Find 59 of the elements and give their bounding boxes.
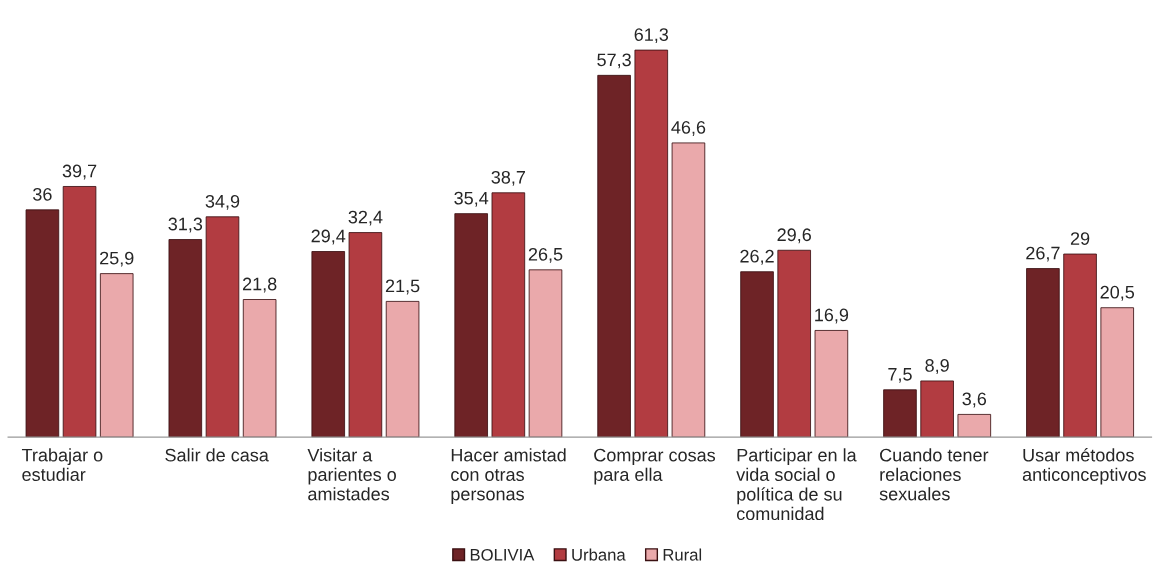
bar [99,273,134,438]
x-tick-label: Comprar cosas para ella [594,448,716,485]
data-label: 61,3 [634,28,669,44]
bar [1026,268,1060,438]
bar [920,380,954,438]
x-tick-label: Hacer amistad con otras personas [451,448,566,504]
data-label: 8,9 [925,359,949,374]
x-tick-label: Cuando tener relaciones sexuales [879,448,989,501]
bar [385,300,420,438]
data-label: 21,5 [385,279,420,295]
data-label: 46,6 [671,121,706,136]
data-label: 31,3 [168,217,203,233]
bar [311,251,346,438]
data-label: 7,5 [888,368,912,383]
bar [25,209,60,438]
bar [168,239,203,438]
data-label: 26,5 [528,247,563,263]
data-label: 21,8 [242,277,277,293]
data-label: 29 [1070,232,1090,245]
bar [777,249,811,438]
bar [814,330,849,438]
legend-label: Rural [663,548,702,561]
data-label: 3,6 [962,392,987,408]
legend-label: BOLIVIA [470,548,535,561]
data-label: 34,9 [205,194,240,210]
x-tick-label: Salir de casa [165,448,269,462]
bar [62,186,97,438]
x-tick-label: Participar en la vida social o política de su comunidad [736,448,857,521]
data-label: 35,4 [454,191,489,207]
bar [491,192,526,438]
bar [205,216,240,438]
bar [671,142,706,438]
data-label: 16,9 [815,308,849,324]
bar [348,232,383,438]
legend-label: Urbana [572,548,626,561]
bar [1063,253,1097,438]
data-label: 29,6 [777,228,811,244]
bar [454,213,488,438]
x-tick-label: Trabajar o estudiar [21,448,103,481]
bar [1100,307,1134,438]
data-label: 26,7 [1026,246,1060,262]
bar [528,269,563,438]
bar [242,299,277,438]
data-label: 29,4 [311,229,346,245]
x-tick-label: Usar métodos anticonceptivos [1022,448,1146,485]
data-label: 57,3 [597,53,631,69]
bar [740,271,774,438]
data-label: 25,9 [100,251,134,267]
bar [957,413,992,438]
bar [634,49,669,438]
bar [883,389,917,438]
data-label: 26,2 [740,249,774,265]
x-tick-label: Visitar a parientes o amistades [307,448,396,501]
bar [597,74,631,438]
data-label: 20,5 [1100,285,1135,301]
data-label: 36 [33,187,52,201]
data-label: 32,4 [348,210,383,226]
data-label: 39,7 [62,164,97,180]
data-label: 38,7 [491,170,526,186]
